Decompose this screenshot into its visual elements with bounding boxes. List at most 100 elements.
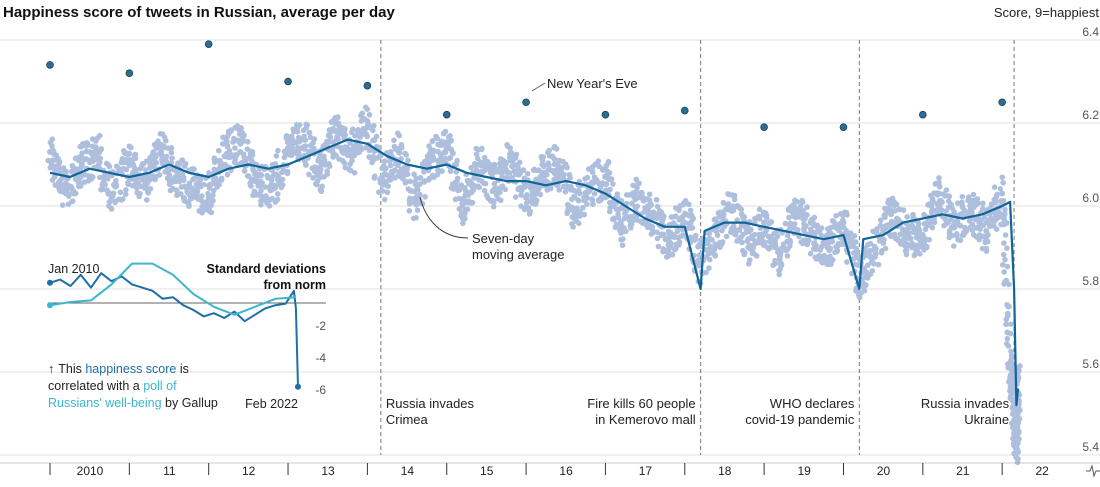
daily-score-dot: [923, 243, 930, 250]
x-tick-label: 16: [559, 464, 573, 478]
daily-score-dot: [725, 201, 732, 207]
daily-score-dot: [720, 212, 727, 218]
daily-score-dot: [469, 199, 476, 206]
daily-score-dot: [872, 248, 879, 255]
daily-score-dot: [895, 237, 901, 244]
daily-score-dot: [824, 244, 831, 251]
inset-poll-line: [49, 262, 296, 316]
daily-score-dot: [407, 187, 414, 194]
daily-score-dot: [513, 151, 520, 158]
daily-score-dot: [745, 244, 752, 251]
daily-score-dot: [784, 232, 791, 239]
daily-score-dot: [649, 229, 656, 236]
daily-score-dot: [274, 196, 281, 203]
daily-score-dot: [464, 206, 471, 213]
daily-score-dot: [1004, 329, 1011, 336]
moving-average-callout: Seven-day moving average: [419, 196, 565, 262]
daily-score-dot: [603, 181, 610, 188]
daily-score-dot: [648, 202, 655, 208]
daily-score-dot: [646, 191, 653, 198]
daily-score-dot: [584, 195, 590, 202]
daily-score-dot: [591, 190, 598, 197]
daily-score-dot: [689, 217, 695, 224]
daily-score-dot: [546, 162, 552, 168]
daily-score-dot: [856, 294, 863, 301]
daily-score-dot: [381, 196, 388, 203]
daily-score-dot: [503, 166, 509, 172]
nye-dot: [760, 123, 768, 131]
y-tick-labels: 6.4 6.2 6.0 5.8 5.6 5.4: [1082, 25, 1099, 454]
inset-note-poll: poll of: [143, 379, 177, 393]
daily-score-dot: [294, 128, 301, 135]
daily-score-dot: [371, 137, 378, 144]
daily-score-dot: [126, 150, 133, 157]
daily-score-dot: [988, 223, 994, 229]
daily-score-dot: [244, 138, 251, 145]
daily-score-dot: [946, 193, 953, 200]
ma-callout-line2: moving average: [472, 247, 565, 262]
daily-score-dot: [719, 239, 726, 245]
inset-series: [47, 262, 301, 390]
daily-score-dot: [142, 182, 149, 189]
daily-score-dot: [504, 141, 510, 148]
nye-dot: [125, 69, 134, 77]
daily-score-dot: [561, 171, 567, 178]
daily-score-dot: [653, 196, 660, 203]
daily-score-dot: [224, 142, 231, 149]
daily-score-dot: [618, 223, 625, 230]
daily-score-dot: [258, 201, 264, 208]
daily-score-dot: [316, 169, 323, 176]
daily-score-dot: [1007, 321, 1014, 327]
daily-score-dot: [603, 162, 610, 169]
daily-score-dot: [238, 125, 244, 131]
daily-score-dot: [818, 232, 825, 239]
daily-score-dot: [645, 208, 652, 215]
daily-score-dot: [660, 216, 666, 223]
daily-score-dot: [915, 220, 922, 227]
daily-score-dot: [414, 207, 421, 214]
daily-score-dot: [285, 149, 292, 156]
daily-score-dot: [69, 198, 75, 205]
daily-score-dot: [595, 158, 602, 164]
daily-score-dot: [807, 250, 814, 257]
daily-score-dot: [672, 213, 679, 219]
daily-score-dot: [339, 157, 346, 164]
daily-score-dot: [468, 164, 475, 171]
inset-y-tick-label: -2: [315, 319, 326, 333]
daily-score-dot: [515, 164, 521, 170]
daily-score-dot: [376, 154, 382, 160]
daily-score-dot: [893, 201, 900, 208]
daily-score-dot: [669, 251, 676, 258]
daily-score-dot: [507, 170, 513, 176]
daily-score-dot: [371, 173, 378, 180]
daily-score-dot: [929, 195, 936, 202]
daily-score-dot: [406, 201, 413, 207]
daily-score-dot: [888, 211, 895, 218]
daily-score-dot: [939, 199, 945, 205]
daily-score-dot: [1008, 392, 1014, 398]
nye-dot: [839, 123, 848, 131]
daily-score-dot: [186, 180, 193, 187]
daily-score-dot: [543, 171, 550, 178]
daily-score-dot: [796, 207, 802, 213]
daily-score-dot: [706, 265, 712, 271]
daily-score-dot: [110, 190, 117, 197]
daily-score-dot: [474, 155, 481, 162]
daily-score-dot: [558, 165, 565, 172]
daily-score-dot: [132, 151, 139, 158]
daily-score-dot: [321, 157, 328, 164]
daily-score-dot: [97, 174, 103, 181]
daily-score-dot: [988, 201, 995, 208]
daily-score-dot: [490, 199, 497, 206]
daily-score-dot: [205, 194, 212, 201]
daily-score-dot: [166, 172, 173, 178]
daily-score-dot: [212, 175, 219, 181]
daily-score-dot: [792, 211, 799, 218]
daily-score-dot: [342, 132, 349, 138]
daily-score-dot: [232, 145, 238, 151]
daily-score-dot: [821, 252, 827, 259]
daily-score-dot: [1003, 316, 1010, 323]
event-label-line: Crimea: [386, 412, 429, 427]
daily-score-dot: [137, 190, 143, 197]
y-tick-label: 5.4: [1082, 440, 1099, 454]
